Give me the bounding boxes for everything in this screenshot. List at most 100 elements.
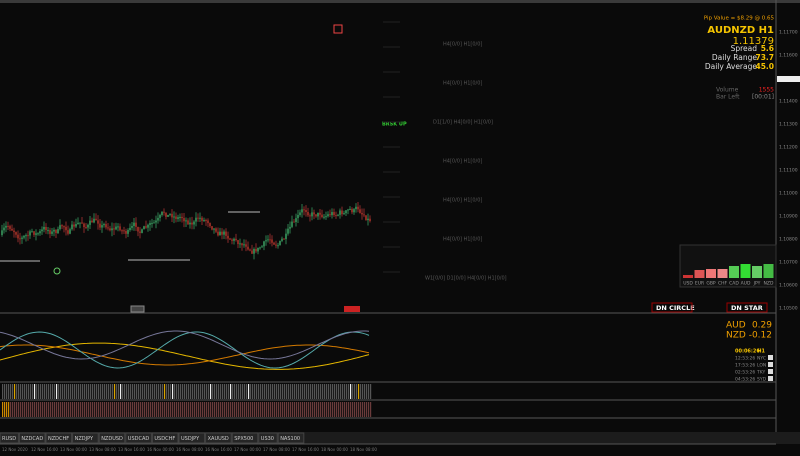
hist-bar — [236, 384, 238, 399]
candle-body — [297, 214, 299, 219]
volume-value: 1555 — [759, 87, 774, 94]
symbol-tab[interactable] — [18, 432, 46, 444]
symbol-tab[interactable] — [98, 432, 126, 444]
symbol-tab[interactable] — [0, 432, 19, 444]
hist-bar — [368, 402, 370, 417]
hist-bar — [286, 384, 288, 399]
hist-bar — [152, 402, 154, 417]
hist-bar — [356, 402, 358, 417]
hist-bar — [88, 402, 90, 417]
candle-body — [131, 225, 133, 228]
candle-body — [179, 216, 181, 218]
hist-bar — [244, 402, 246, 417]
hist-bar — [128, 402, 130, 417]
symbol-tab[interactable] — [277, 432, 305, 444]
candle-body — [137, 226, 139, 232]
candle-body — [167, 214, 169, 217]
hist-bar — [116, 402, 118, 417]
hist-bar — [228, 402, 230, 417]
hist-bar — [26, 402, 28, 417]
candle-body — [269, 239, 271, 241]
hist-bar — [36, 384, 38, 399]
symbol-tab[interactable] — [231, 432, 259, 444]
candle-body — [115, 226, 117, 230]
hist-bar — [226, 402, 228, 417]
time-axis-label: 16 Nov 08:00 — [176, 447, 203, 452]
hist-bar — [316, 384, 318, 399]
candle-body — [83, 223, 85, 228]
hist-bar — [332, 384, 334, 399]
hist-bar — [320, 384, 322, 399]
hist-bar — [194, 402, 196, 417]
symbol-tab[interactable] — [205, 432, 232, 444]
hist-bar — [74, 384, 76, 399]
symbol-tab[interactable] — [258, 432, 278, 444]
hist-bar — [146, 402, 148, 417]
candle-body — [11, 228, 13, 231]
hist-bar — [112, 402, 114, 417]
candle-body — [263, 241, 265, 247]
hist-bar — [280, 384, 282, 399]
hist-bar — [142, 384, 144, 399]
hist-bar — [84, 384, 86, 399]
hist-bar — [340, 384, 342, 399]
symbol-tab[interactable] — [72, 432, 99, 444]
price-axis-label: 1.10600 — [779, 283, 798, 289]
hist-bar — [244, 384, 246, 399]
time-axis-label: 16 Nov 16:00 — [205, 447, 232, 452]
symbol-tab[interactable] — [151, 432, 179, 444]
hist-bar — [12, 402, 14, 417]
hist-bar — [84, 402, 86, 417]
hist-bar — [190, 402, 192, 417]
candle-body — [231, 239, 233, 241]
hist-bar — [100, 402, 102, 417]
hist-bar — [36, 402, 38, 417]
hist-bar — [66, 402, 68, 417]
hist-bar — [28, 384, 30, 399]
time-axis-label: 17 Nov 00:00 — [234, 447, 261, 452]
hist-bar — [46, 402, 48, 417]
candle-body — [303, 209, 305, 211]
hist-bar — [364, 402, 366, 417]
level-label: H4[0/0] H1[0/0] — [443, 81, 482, 87]
candle-body — [337, 214, 339, 216]
hist-bar — [180, 402, 182, 417]
hist-bar — [140, 402, 142, 417]
hist-bar — [42, 402, 44, 417]
hist-bar — [128, 384, 130, 399]
currency-name: NZD — [726, 331, 746, 341]
hist-bar — [300, 384, 302, 399]
candle-body — [77, 222, 79, 225]
hist-bar — [162, 402, 164, 417]
hist-bar — [76, 384, 78, 399]
hist-bar — [76, 402, 78, 417]
candle-body — [141, 229, 143, 233]
symbol-tab-label: XAUUSD — [208, 436, 229, 442]
hist-bar — [176, 402, 178, 417]
hist-bar — [68, 402, 70, 417]
hist-bar — [338, 384, 340, 399]
zone-time: 12:53:26 — [735, 356, 755, 362]
symbol-tab-label: USDCHF — [154, 436, 175, 442]
hist-bar — [200, 384, 202, 399]
candle-body — [221, 231, 223, 235]
candle-body — [43, 226, 45, 230]
symbol-tab-label: RUSD — [2, 436, 16, 442]
price-axis-label: 1.10500 — [779, 306, 798, 312]
candle-body — [143, 226, 145, 230]
hist-bar — [62, 384, 64, 399]
hist-bar — [90, 402, 92, 417]
symbol-tab[interactable] — [178, 432, 206, 444]
hist-bar — [52, 384, 54, 399]
candle-body — [55, 229, 57, 234]
hist-bar — [96, 384, 98, 399]
hist-bar — [130, 402, 132, 417]
clock-tf: H1 — [757, 349, 765, 355]
hist-bar — [64, 402, 66, 417]
hist-bar — [248, 384, 250, 399]
candle-body — [331, 212, 333, 216]
candle-body — [295, 218, 297, 222]
symbol-tab[interactable] — [125, 432, 152, 444]
hist-bar — [306, 384, 308, 399]
symbol-tab[interactable] — [45, 432, 73, 444]
